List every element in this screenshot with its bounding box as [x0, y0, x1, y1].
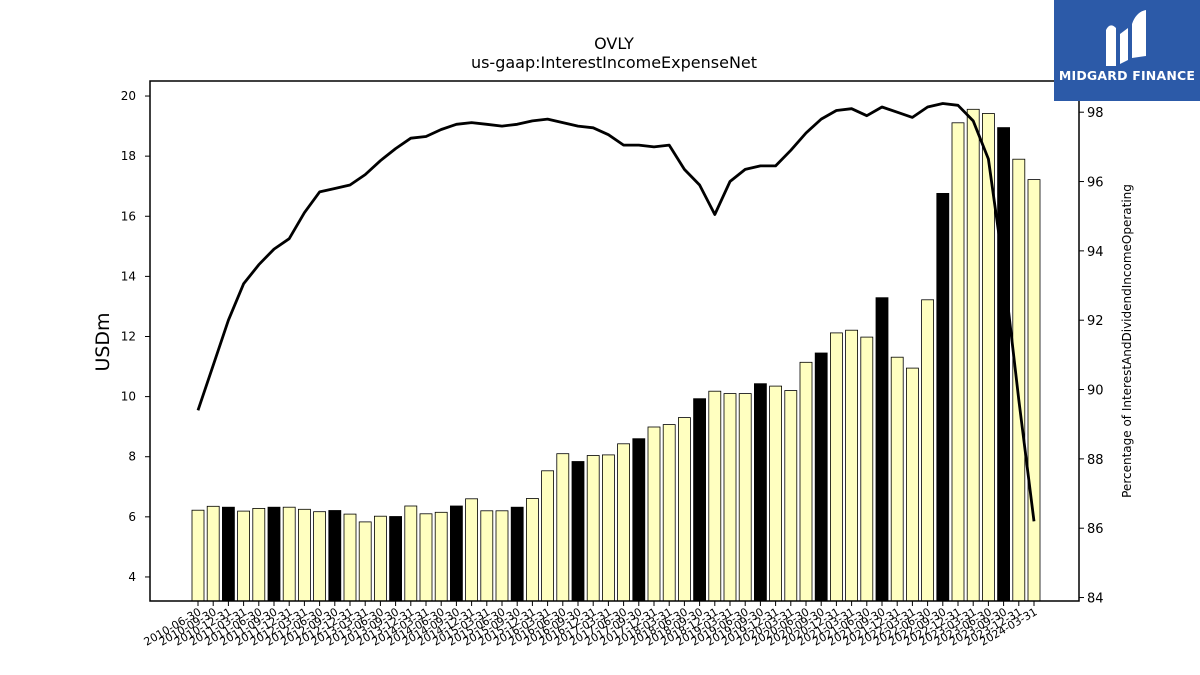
plot-frame	[149, 80, 1080, 602]
y-tick-label: 14	[121, 269, 136, 283]
y2-axis-label: Percentage of InterestAndDividendIncomeO…	[1120, 184, 1134, 498]
bar	[556, 453, 570, 602]
y-tick-label: 6	[128, 510, 136, 524]
bar	[313, 511, 327, 602]
bar	[632, 438, 646, 602]
bar	[206, 505, 220, 602]
bar	[769, 385, 782, 602]
midgard-logo-icon	[1106, 10, 1146, 66]
bar	[541, 470, 554, 602]
bar	[602, 454, 615, 602]
y-tick-label: 8	[128, 450, 136, 464]
bar	[966, 108, 980, 602]
bar	[297, 508, 311, 602]
y2-tick-label: 88	[1087, 453, 1104, 468]
bar	[617, 443, 630, 602]
y2-tick-label: 86	[1087, 522, 1104, 537]
bar	[830, 332, 843, 602]
bar	[191, 509, 205, 602]
bar	[586, 455, 600, 602]
bar	[267, 506, 281, 602]
bar	[708, 390, 722, 602]
bar	[845, 329, 858, 602]
bar	[282, 506, 296, 602]
bar	[860, 336, 874, 602]
bar	[1012, 158, 1026, 602]
bar	[434, 511, 448, 602]
bar	[510, 506, 524, 602]
bar	[951, 122, 965, 602]
bar	[252, 507, 266, 602]
chart-subtitle: us-gaap:InterestIncomeExpenseNet	[471, 53, 757, 72]
bar	[890, 356, 904, 602]
y-tick-label: 16	[121, 209, 136, 223]
bar	[404, 505, 418, 602]
bar	[738, 393, 752, 602]
y2-tick-label: 96	[1087, 176, 1104, 191]
y-tick-label: 12	[121, 329, 136, 343]
bar	[678, 417, 691, 602]
y-axis-label: USDm	[92, 312, 114, 371]
bar	[662, 424, 676, 602]
brand-logo: MIDGARD FINANCE	[1054, 0, 1200, 101]
bar	[1027, 179, 1041, 602]
y2-tick-label: 84	[1087, 592, 1104, 607]
bar	[693, 398, 706, 602]
bar	[526, 498, 539, 602]
bar	[449, 505, 463, 602]
chart-title: OVLY	[594, 34, 634, 53]
bar	[419, 513, 433, 602]
bar	[723, 393, 737, 602]
bar	[328, 510, 342, 602]
y-tick-label: 20	[121, 89, 136, 103]
y-tick-label: 18	[121, 149, 136, 163]
bar	[647, 426, 661, 602]
bar	[784, 390, 798, 602]
bar	[754, 383, 767, 602]
y2-tick-label: 98	[1087, 106, 1104, 121]
bar	[465, 498, 479, 602]
bar	[495, 510, 509, 602]
bar	[389, 516, 403, 602]
bar	[997, 127, 1010, 602]
bar	[571, 461, 585, 602]
y2-tick-label: 90	[1087, 384, 1104, 399]
y-tick-label: 4	[128, 570, 136, 584]
bar	[936, 192, 950, 602]
bar	[373, 515, 387, 602]
bar	[906, 367, 919, 602]
bar	[799, 361, 813, 602]
bar	[875, 297, 889, 602]
y2-tick-label: 94	[1087, 245, 1104, 260]
bar	[343, 513, 357, 602]
bar	[814, 352, 828, 602]
bar	[921, 299, 934, 602]
bar	[358, 521, 372, 602]
bar	[221, 506, 235, 602]
y-tick-label: 10	[121, 390, 136, 404]
bar	[237, 510, 251, 602]
bar	[480, 510, 494, 602]
y2-tick-label: 92	[1087, 314, 1104, 329]
brand-name: MIDGARD FINANCE	[1058, 68, 1196, 83]
series-line	[196, 102, 1036, 522]
